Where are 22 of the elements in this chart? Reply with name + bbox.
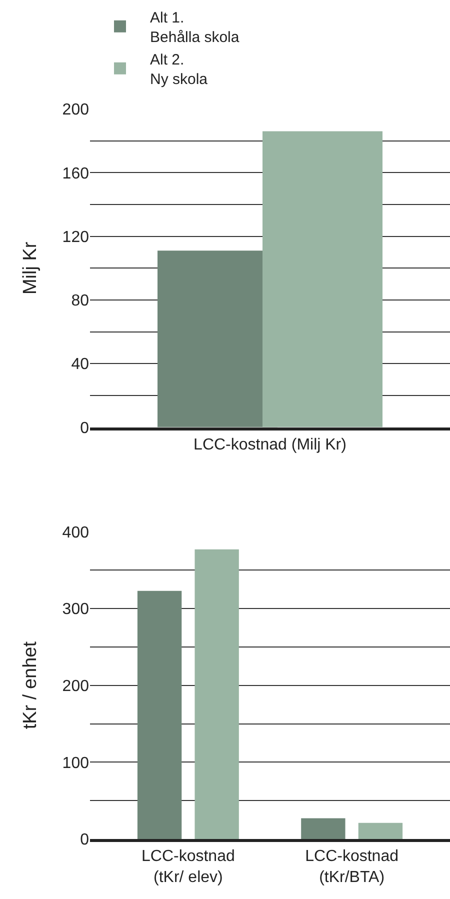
- y-axis-title: Milj Kr: [20, 241, 42, 295]
- legend-label: Alt 1. Behålla skola: [150, 10, 240, 46]
- bar: [194, 549, 239, 839]
- y-tick-label: 100: [62, 754, 90, 772]
- y-tick-label: 0: [80, 832, 90, 849]
- bar: [358, 822, 403, 839]
- y-tick-label: 0: [80, 420, 90, 437]
- y-tick-label: 400: [62, 524, 90, 542]
- y-tick-label: 40: [71, 356, 90, 374]
- y-tick-label: 300: [62, 601, 90, 618]
- bar: [301, 818, 346, 839]
- y-tick-label: 200: [62, 102, 90, 119]
- x-tick-label: LCC-kostnad (tKr/ elev): [141, 848, 235, 886]
- x-tick-label: LCC-kostnad (Milj Kr): [194, 436, 346, 454]
- legend-label: Alt 2. Ny skola: [150, 52, 208, 88]
- y-tick-label: 160: [62, 165, 90, 182]
- bar: [137, 590, 182, 839]
- y-tick-label: 200: [62, 678, 90, 695]
- y-axis-title: tKr / enhet: [20, 640, 42, 730]
- y-tick-label: 80: [71, 292, 90, 310]
- x-tick-label: LCC-kostnad (tKr/BTA): [305, 848, 399, 886]
- y-tick-label: 120: [62, 228, 90, 246]
